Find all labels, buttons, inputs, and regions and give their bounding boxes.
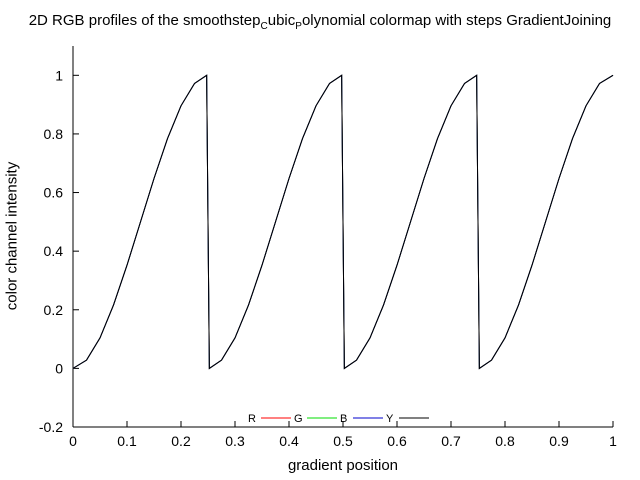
- x-tick-label: 0.3: [225, 433, 245, 449]
- y-tick-label: 1: [55, 67, 63, 83]
- x-tick-label: 0: [69, 433, 77, 449]
- series-lines: [72, 74, 614, 370]
- title-main: 2D RGB profiles of the smoothstep: [28, 12, 261, 29]
- title-end: olynomial colormap with steps GradientJo…: [301, 12, 612, 29]
- x-tick-label: 0.8: [495, 433, 515, 449]
- legend-label-r: R: [248, 413, 256, 425]
- x-tick-label: 0.7: [441, 433, 461, 449]
- series-line-y: [72, 74, 614, 370]
- y-tick-label: 0.8: [44, 126, 64, 142]
- x-axis-label: gradient position: [287, 457, 399, 474]
- y-axis-label: color channel intensity: [3, 161, 21, 311]
- x-tick-label: 1: [609, 433, 617, 449]
- title-sub-p: P: [295, 21, 302, 32]
- title-mid: ubic: [267, 12, 296, 29]
- legend-label-g: G: [294, 413, 303, 425]
- legend-label-b: B: [340, 413, 347, 425]
- title-sub-c: C: [260, 21, 268, 32]
- axes: 0 0.1 0.2 0.3 0.4 0.5 0.6 0.7 0.8 0.9 1 -0.2 0 0.2 0.4…: [39, 46, 617, 449]
- x-tick-label: 0.1: [117, 433, 137, 449]
- legend-label-y: Y: [386, 413, 394, 425]
- y-tick-label: 0.2: [44, 302, 64, 318]
- x-tick-label: 0.4: [279, 433, 299, 449]
- x-tick-label: 0.5: [333, 433, 353, 449]
- x-tick-label: 0.9: [549, 433, 569, 449]
- y-tick-label: -0.2: [39, 419, 63, 435]
- y-tick-label: 0.6: [44, 185, 64, 201]
- x-tick-label: 0.6: [387, 433, 407, 449]
- chart-title: 2D RGB profiles of the smoothstepCubicPo…: [0, 12, 640, 32]
- x-tick-label: 0.2: [171, 433, 191, 449]
- y-tick-label: 0: [55, 360, 63, 376]
- y-tick-label: 0.4: [44, 243, 64, 259]
